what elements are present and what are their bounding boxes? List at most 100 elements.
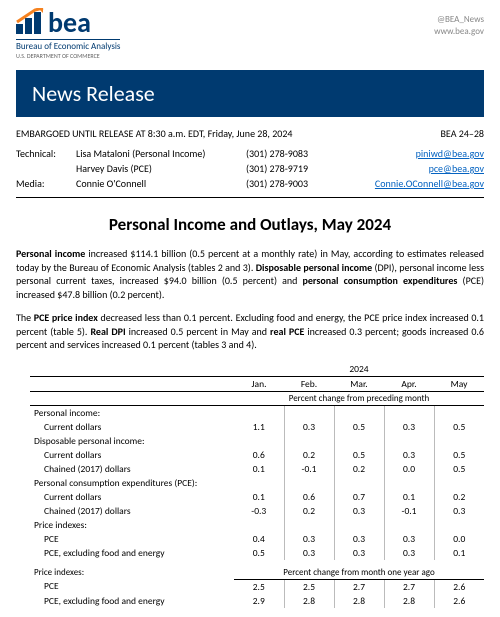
cell (234, 434, 284, 448)
cell (284, 476, 334, 490)
cell: 0.6 (284, 490, 334, 504)
contact-name: Connie O'Connell (76, 176, 246, 191)
cell: -0.3 (234, 504, 284, 518)
cell: 0.3 (384, 546, 434, 560)
table-row: Disposable personal income: (30, 434, 484, 448)
cell: 0.6 (234, 448, 284, 462)
table-row: Jan.Feb.Mar.Apr.May (30, 376, 484, 391)
cell (284, 405, 334, 420)
cell: 0.1 (384, 490, 434, 504)
row-label: PCE, excluding food and energy (30, 594, 234, 608)
dept-name: U.S. DEPARTMENT OF COMMERCE (16, 52, 120, 60)
row-label: Chained (2017) dollars (30, 462, 234, 476)
logo: bea Bureau of Economic Analysis U.S. DEP… (16, 8, 120, 60)
cell: 1.1 (234, 420, 284, 434)
cell: 2.7 (384, 579, 434, 594)
cell: 0.3 (284, 532, 334, 546)
email-link[interactable]: Connie.OConnell@bea.gov (375, 177, 484, 190)
logo-bars-icon (16, 8, 46, 37)
p1-b1: Personal income (16, 247, 85, 260)
p2-b2: Real DPI (90, 325, 125, 338)
cell (434, 476, 484, 490)
p1-b2: Disposable personal income (256, 261, 372, 274)
cell: 0.5 (234, 546, 284, 560)
email-link[interactable]: piniwd@bea.gov (416, 147, 484, 160)
contact-email: piniwd@bea.gov (336, 146, 484, 161)
cell: 2.5 (234, 579, 284, 594)
cell: -0.1 (284, 462, 334, 476)
row-label: PCE, excluding food and energy (30, 546, 234, 560)
cell: 0.2 (334, 462, 384, 476)
cell: 0.3 (284, 420, 334, 434)
cell: 2.7 (334, 579, 384, 594)
cell (384, 518, 434, 532)
table-row: Current dollars1.10.30.50.30.5 (30, 420, 484, 434)
table-row: Chained (2017) dollars-0.30.20.3-0.10.3 (30, 504, 484, 518)
cell: 0.3 (384, 448, 434, 462)
month-header: May (434, 376, 484, 391)
cell: 0.7 (334, 490, 384, 504)
paragraph-2: The PCE price index decreased less than … (0, 311, 500, 362)
cell: 0.5 (334, 448, 384, 462)
cell: 0.3 (284, 546, 334, 560)
cell (284, 434, 334, 448)
month-header: Apr. (384, 376, 434, 391)
month-header: Mar. (334, 376, 384, 391)
release-id: BEA 24–28 (440, 127, 484, 140)
contact-phone: (301) 278-9083 (246, 146, 336, 161)
row-label: Current dollars (30, 420, 234, 434)
contact-phone: (301) 278-9719 (246, 161, 336, 176)
contact-phone: (301) 278-9003 (246, 176, 336, 191)
embargo-text: EMBARGOED UNTIL RELEASE AT 8:30 a.m. EDT… (16, 127, 292, 140)
cell (334, 434, 384, 448)
table-row: Price indexes:Percent change from month … (30, 566, 484, 580)
cell: 0.1 (234, 490, 284, 504)
table-row: PCE, excluding food and energy0.50.30.30… (30, 546, 484, 560)
contact-row: Media:Connie O'Connell(301) 278-9003 Conn… (16, 176, 484, 191)
row-label: Price indexes: (30, 518, 234, 532)
cell (434, 518, 484, 532)
cell: 0.5 (434, 462, 484, 476)
data-table: 2024Jan.Feb.Mar.Apr.MayPercent change fr… (0, 362, 500, 616)
cell: 0.3 (334, 532, 384, 546)
cell: 0.1 (434, 546, 484, 560)
p2-b3: real PCE (270, 325, 304, 338)
email-link[interactable]: pce@bea.gov (429, 162, 484, 175)
cell: 0.2 (434, 490, 484, 504)
cell: 0.2 (284, 448, 334, 462)
cell: 0.3 (434, 504, 484, 518)
cell: 0.5 (334, 420, 384, 434)
section-header: Percent change from month one year ago (234, 566, 484, 580)
section-header: Percent change from preceding month (234, 391, 484, 405)
cell (334, 476, 384, 490)
cell: 0.0 (434, 532, 484, 546)
row-label: Current dollars (30, 448, 234, 462)
contact-role: Media: (16, 176, 76, 191)
cell: 2.6 (434, 594, 484, 608)
contact-email: pce@bea.gov (336, 161, 484, 176)
agency-name: Bureau of Economic Analysis (16, 39, 120, 52)
contact-row: Technical:Lisa Mataloni (Personal Income… (16, 146, 484, 161)
month-header: Jan. (234, 376, 284, 391)
row-label: Chained (2017) dollars (30, 504, 234, 518)
logo-text: bea (48, 9, 91, 37)
row-label: Personal consumption expenditures (PCE): (30, 476, 234, 490)
cell: 2.8 (334, 594, 384, 608)
cell (334, 518, 384, 532)
cell (384, 476, 434, 490)
cell: 2.9 (234, 594, 284, 608)
row-label: Personal income: (30, 405, 234, 420)
table-row: Percent change from preceding month (30, 391, 484, 405)
cell: 0.0 (384, 462, 434, 476)
table-row: Current dollars0.10.60.70.10.2 (30, 490, 484, 504)
p2-t0: The (16, 311, 34, 324)
row-label: Price indexes: (30, 566, 234, 580)
page-title: Personal Income and Outlays, May 2024 (0, 208, 500, 247)
contact-role (16, 161, 76, 176)
header: bea Bureau of Economic Analysis U.S. DEP… (0, 0, 500, 64)
cell (434, 434, 484, 448)
cell: 2.8 (384, 594, 434, 608)
cell (234, 476, 284, 490)
cell (384, 434, 434, 448)
table-row: Chained (2017) dollars0.1-0.10.20.00.5 (30, 462, 484, 476)
